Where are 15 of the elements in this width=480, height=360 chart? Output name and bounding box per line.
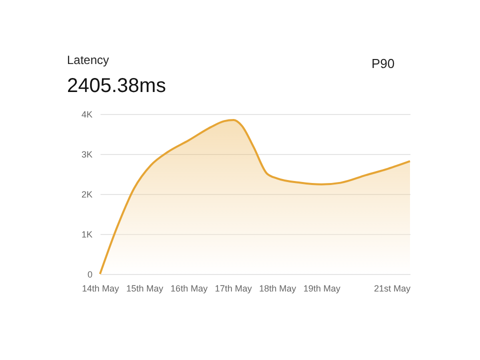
x-tick-label: 17th May xyxy=(214,284,252,294)
y-tick-label: 4K xyxy=(81,110,92,120)
chart-title: Latency xyxy=(67,53,110,67)
text: P90 xyxy=(371,56,395,71)
x-tick-label: 21st May xyxy=(374,284,411,294)
y-tick-label: 2K xyxy=(81,190,92,200)
x-tick-label: 14th May xyxy=(82,284,120,294)
x-tick-label: 16th May xyxy=(170,284,208,294)
x-tick-label: 18th May xyxy=(259,284,297,294)
x-tick-label: 19th May xyxy=(303,284,341,294)
chart-subtitle: 2405.38ms xyxy=(67,75,166,97)
y-tick-label: 1K xyxy=(81,230,92,240)
y-tick-label: 0 xyxy=(87,270,92,280)
y-tick-label: 3K xyxy=(81,150,92,160)
x-tick-label: 15th May xyxy=(126,284,164,294)
